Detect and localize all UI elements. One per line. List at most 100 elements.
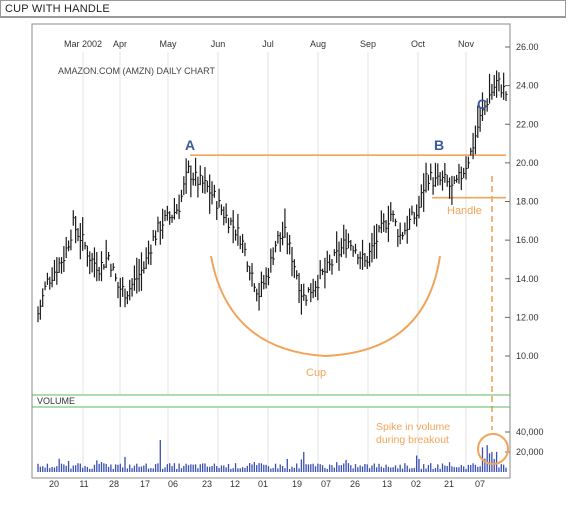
price-bar [187,160,191,174]
price-bar [60,257,64,274]
price-bar [58,257,61,273]
price-bar [467,156,470,169]
price-bar [126,291,129,305]
vertical-gridlines [82,52,467,472]
cup-label: Cup [306,367,326,379]
price-bar [44,281,47,291]
price-bar [408,208,412,230]
label-c: C [477,96,487,112]
price-bar [272,247,275,266]
price-bar [65,237,68,259]
price-bar [453,176,456,185]
price-tick-label: 18.00 [516,197,539,207]
price-bar [260,271,264,298]
price-bar [484,101,487,116]
price-bar [154,230,158,246]
price-bar [227,217,231,234]
price-bar [67,240,71,252]
price-bar [387,205,391,242]
month-label: Mar 2002 [64,39,102,49]
price-bar [105,239,108,269]
month-label: Jun [211,39,226,49]
price-bar [399,222,402,245]
price-bar [284,208,287,238]
price-bar [425,162,428,193]
price-bar [491,83,494,100]
price-bar [185,158,188,194]
price-bar [329,254,332,271]
price-bar [291,246,294,277]
price-bar [338,241,341,271]
price-bar [230,217,233,226]
price-bar [368,242,372,267]
price-bar [305,295,308,306]
title-bar: CUP WITH HANDLE [0,0,566,18]
volume-tick-label: 20,000 [516,447,544,457]
price-bar [296,270,299,280]
date-tick-label: 20 [49,479,59,489]
price-bar [347,233,351,249]
price-bar [178,194,181,220]
date-tick-label: 11 [79,479,88,489]
price-bar [117,281,120,299]
price-bar [209,174,212,214]
price-bar [345,229,348,258]
month-label: Aug [310,39,326,49]
price-bar [96,251,99,282]
price-bar [314,280,318,298]
price-bar [493,75,496,97]
price-bar [176,204,179,215]
price-bar [244,242,247,257]
price-bar [319,260,322,280]
price-bar [138,258,141,292]
price-bar [143,261,146,274]
price-bar [103,264,106,270]
price-bar [397,228,400,247]
price-bar [401,231,405,240]
price-bar [75,216,78,244]
price-bar [300,284,303,315]
price-bar [49,276,52,290]
price-tick-label: 24.00 [516,81,539,91]
price-bar [289,234,292,255]
price-bar [498,72,501,92]
price-bar [223,206,226,226]
price-tick-label: 20.00 [516,158,539,168]
price-tick-label: 26.00 [516,42,539,52]
price-bar [234,229,238,241]
chart-label: AMAZON.COM (AMZN) DAILY CHART [58,66,216,76]
price-bar [446,174,449,187]
price-bar [481,92,485,122]
price-bar [42,288,45,307]
price-bar [326,250,329,274]
price-bar [159,220,162,245]
price-bar [53,259,57,281]
price-bar [456,174,459,183]
date-tick-label: 17 [140,479,150,489]
price-bar [495,70,499,98]
price-bar [157,216,160,233]
price-bar [458,163,461,184]
date-tick-label: 19 [292,479,302,489]
price-bar [84,241,87,250]
cup-arc [210,255,441,358]
price-bar [321,268,325,276]
price-bar [437,163,440,186]
price-bar [237,213,240,246]
price-bar [119,277,122,307]
price-bar [133,265,137,291]
price-bar [39,299,42,320]
price-bar [258,282,261,311]
price-bar [197,176,200,198]
price-bar [164,210,167,222]
price-bar [366,255,369,269]
price-bar [430,163,433,181]
price-bar [70,229,73,251]
month-label: Apr [113,39,127,49]
price-bar [420,184,423,208]
price-bar [202,175,205,194]
price-bar [253,283,256,293]
price-bar [333,249,336,257]
price-bar [199,165,202,186]
